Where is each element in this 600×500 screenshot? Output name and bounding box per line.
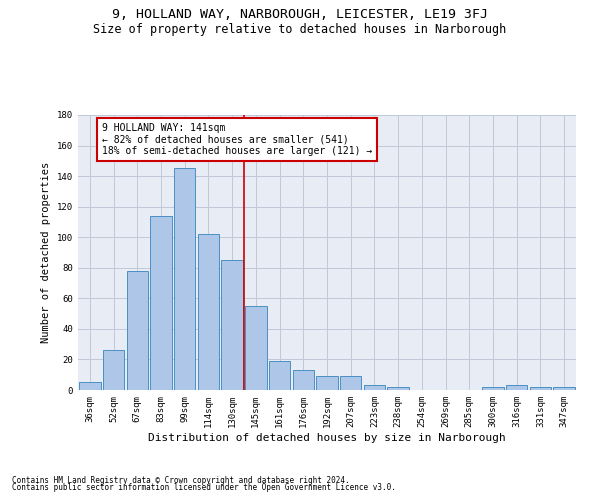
Bar [293, 370, 314, 390]
Bar [388, 387, 409, 390]
Bar [174, 168, 196, 390]
Text: Contains public sector information licensed under the Open Government Licence v3: Contains public sector information licen… [12, 484, 396, 492]
Bar [103, 350, 124, 390]
Text: Size of property relative to detached houses in Narborough: Size of property relative to detached ho… [94, 22, 506, 36]
Bar [269, 361, 290, 390]
Text: Contains HM Land Registry data © Crown copyright and database right 2024.: Contains HM Land Registry data © Crown c… [12, 476, 350, 485]
Bar [127, 271, 148, 390]
Bar [316, 376, 338, 390]
Y-axis label: Number of detached properties: Number of detached properties [41, 162, 52, 343]
Bar [151, 216, 172, 390]
Bar [553, 387, 575, 390]
Bar [79, 382, 101, 390]
Bar [198, 234, 219, 390]
Text: 9 HOLLAND WAY: 141sqm
← 82% of detached houses are smaller (541)
18% of semi-det: 9 HOLLAND WAY: 141sqm ← 82% of detached … [102, 122, 372, 156]
Bar [506, 386, 527, 390]
Bar [364, 386, 385, 390]
Bar [482, 387, 503, 390]
Text: 9, HOLLAND WAY, NARBOROUGH, LEICESTER, LE19 3FJ: 9, HOLLAND WAY, NARBOROUGH, LEICESTER, L… [112, 8, 488, 20]
Bar [245, 306, 266, 390]
X-axis label: Distribution of detached houses by size in Narborough: Distribution of detached houses by size … [148, 432, 506, 442]
Bar [340, 376, 361, 390]
Bar [221, 260, 243, 390]
Bar [530, 387, 551, 390]
